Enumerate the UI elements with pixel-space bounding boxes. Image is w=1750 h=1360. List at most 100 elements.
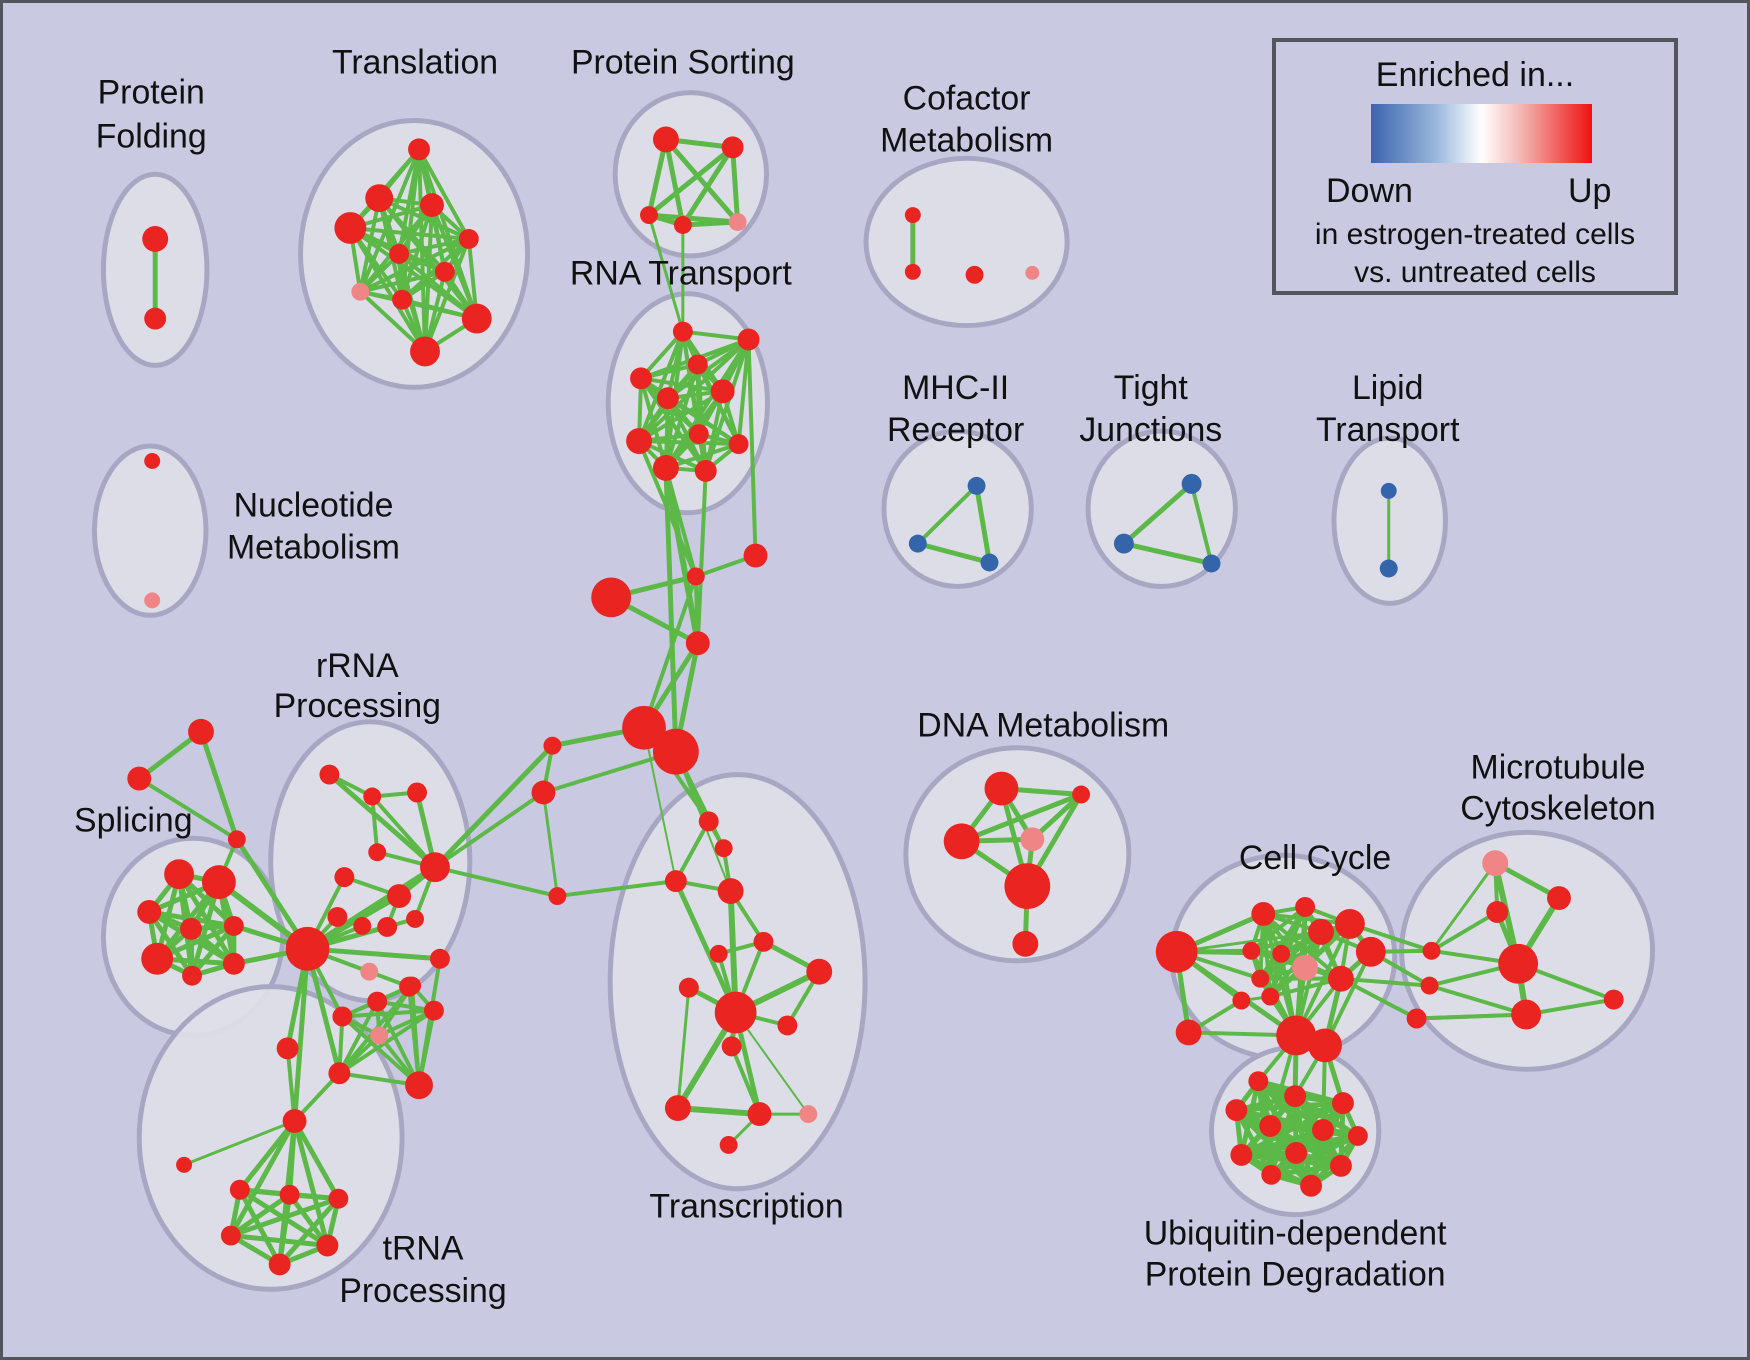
node-R10 [377, 916, 398, 937]
node-C1 [591, 577, 632, 618]
node-CO4 [1025, 265, 1040, 280]
cluster-label-mhc-ii-receptor: Receptor [887, 411, 1024, 449]
edge-TN4-TN5 [228, 1233, 330, 1248]
node-TN6 [268, 1253, 291, 1276]
node-C7 [543, 736, 562, 755]
edge-MTC2-MT5 [1427, 983, 1529, 1017]
node-RT6 [656, 387, 679, 410]
node-CC10 [1232, 991, 1251, 1010]
node-D1 [984, 771, 1019, 806]
edge-TR1-TR3 [673, 819, 711, 884]
node-MT3 [1486, 901, 1509, 923]
cluster-label-cofactor-metabolism: Cofactor [903, 80, 1031, 118]
edge-TNH-TN3 [292, 1118, 341, 1202]
edge-RT5-RT11 [703, 389, 725, 473]
node-SPL3 [137, 900, 162, 924]
node-C9 [548, 887, 567, 906]
edge-TR11-TR13 [729, 1044, 762, 1117]
node-TR3 [664, 870, 687, 893]
node-CC2 [1295, 897, 1316, 917]
node-R19 [370, 1026, 389, 1045]
edge-RH-R13 [305, 946, 443, 962]
node-CC12 [1327, 965, 1354, 992]
node-SPL5 [223, 915, 244, 936]
edge-PS1-PS4 [663, 136, 686, 228]
node-LT2 [1379, 559, 1398, 578]
edge-M1-M3 [974, 483, 992, 566]
edge-R1-R6 [326, 772, 438, 870]
node-T3 [420, 193, 444, 218]
node-TN2 [279, 1184, 300, 1205]
node-UB6 [1312, 1119, 1334, 1141]
node-C3 [743, 543, 768, 568]
node-MT6 [1603, 989, 1624, 1010]
edge-RT6-RT8 [665, 396, 741, 447]
node-SPL4 [180, 917, 202, 940]
node-R1 [319, 764, 340, 785]
node-TN1 [229, 1179, 250, 1200]
edge-T5-T6 [397, 236, 471, 256]
node-TN4 [220, 1225, 241, 1246]
edge-CC12-MTC3 [1338, 976, 1419, 1021]
node-UB2 [1284, 1085, 1307, 1108]
edge-RT1-RT2 [680, 329, 751, 342]
node-TR15 [719, 1135, 738, 1154]
node-R6 [420, 852, 450, 883]
node-CC8 [1292, 954, 1319, 981]
cluster-labels-layer: Protein Folding Translation Protein Sorting… [74, 44, 1656, 1311]
node-R20 [328, 1062, 351, 1085]
node-T2 [365, 184, 394, 213]
legend-box: Enriched in... Down Up in estrogen-treat… [1272, 38, 1678, 295]
node-CCB2 [1308, 1028, 1342, 1063]
node-D4 [1020, 827, 1045, 852]
node-TR2 [714, 839, 733, 858]
node-CO1 [904, 207, 921, 224]
edge-CCB2-CC5 [1323, 949, 1373, 1048]
node-PS4 [673, 216, 692, 234]
edge-T7-T8 [358, 269, 447, 294]
node-UB7 [1347, 1126, 1368, 1146]
edge-PS1-PS5 [663, 136, 741, 225]
node-RT1 [672, 321, 693, 342]
edge-RT8-RT9 [637, 439, 741, 447]
edge-TJ1-TJ2 [1121, 481, 1195, 547]
node-UB12 [1300, 1174, 1323, 1197]
node-T10 [461, 303, 492, 334]
node-T7 [434, 261, 455, 282]
edge-T2-T8 [358, 196, 382, 294]
edge-TN3-TN4 [228, 1196, 341, 1239]
edge-T1-T8 [358, 147, 422, 294]
edge-TR8-TR12 [676, 986, 691, 1110]
node-N2 [144, 592, 161, 609]
node-CC1 [1251, 902, 1276, 926]
node-M3 [980, 553, 999, 572]
cluster-label-tight-junctions: Tight [1114, 369, 1189, 407]
node-RT7 [688, 424, 709, 445]
node-RT5 [710, 379, 735, 404]
edge-R2-R6 [370, 794, 437, 870]
legend-down-label: Down [1326, 172, 1413, 210]
edge-R6-C7 [432, 743, 555, 870]
node-TN5 [316, 1234, 339, 1257]
node-D6 [1012, 930, 1039, 957]
node-M2 [908, 534, 927, 553]
edge-C9-TR3 [555, 879, 678, 899]
edge-CCH-CC3 [1175, 930, 1323, 954]
edge-RT3-RT11 [639, 376, 708, 473]
node-TNH [282, 1109, 307, 1133]
edge-SPL5-SPL7 [189, 923, 237, 979]
node-TR9 [714, 991, 757, 1034]
node-D2 [943, 823, 980, 860]
node-SPL6 [141, 942, 174, 975]
node-TR10 [777, 1015, 798, 1036]
edge-MTC3-MT5 [1414, 1012, 1529, 1021]
legend-up-label: Up [1568, 172, 1612, 210]
edge-PS2-PS5 [730, 144, 741, 225]
edge-T4-T5 [348, 226, 471, 241]
node-CC13 [1175, 1019, 1202, 1046]
node-CO2 [904, 263, 921, 280]
edge-MTC1-MT1 [1430, 861, 1497, 953]
edge-T6-T10 [397, 251, 479, 321]
cluster-label-nucleotide-metabolism: Metabolism [227, 529, 400, 567]
